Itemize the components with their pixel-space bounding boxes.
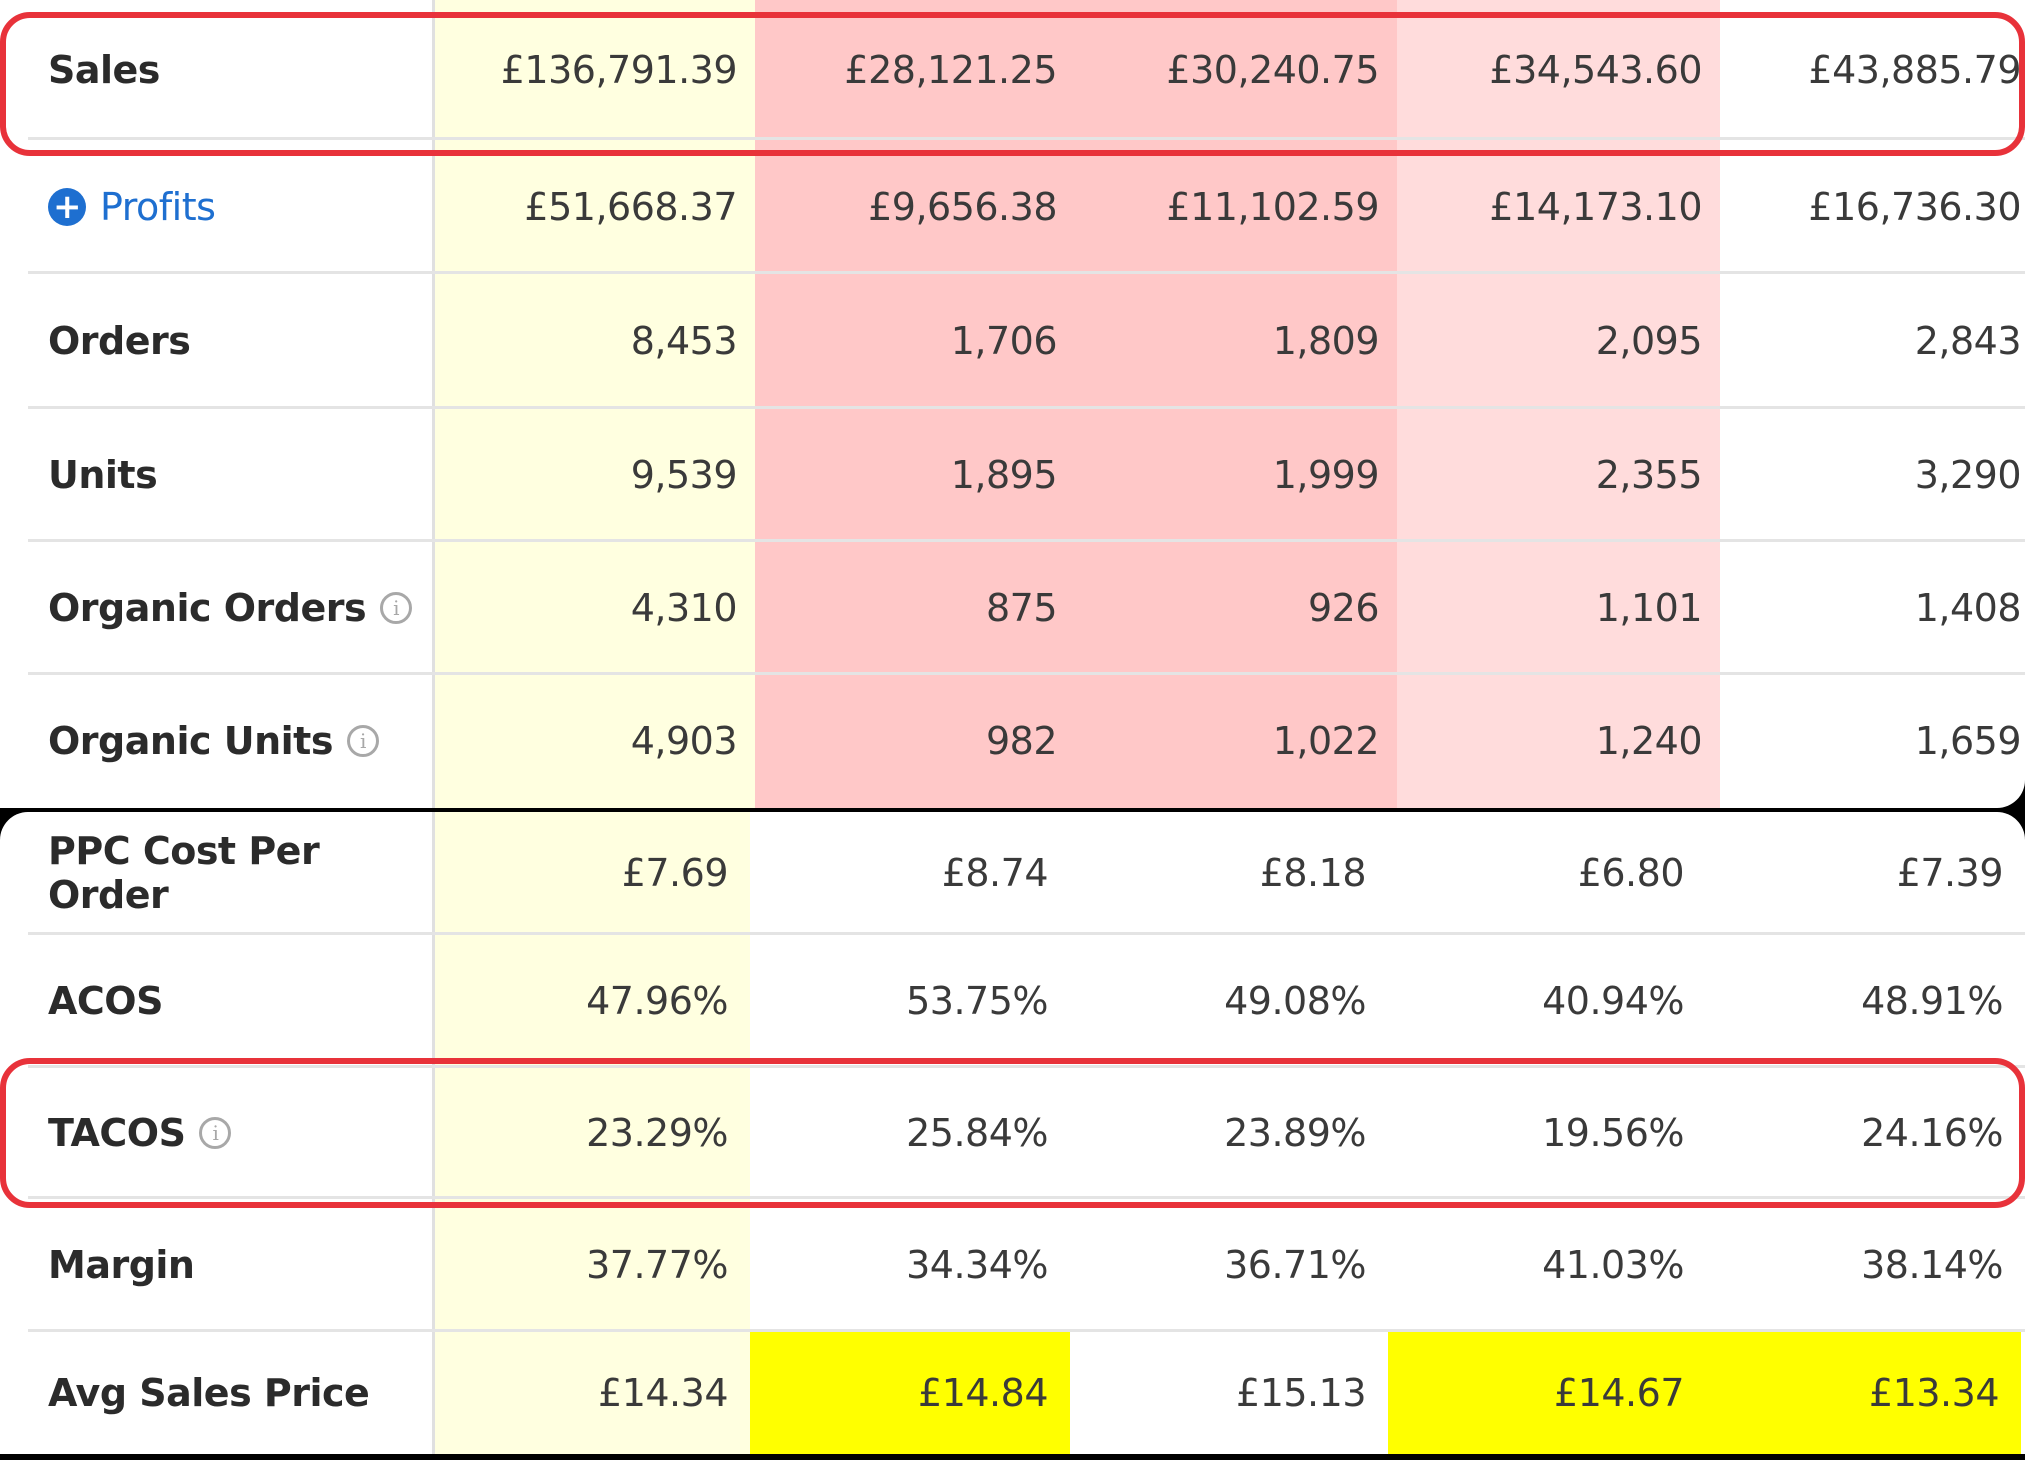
row-label: Organic Units [48,719,333,763]
cell-period-2: 926 [1075,541,1397,674]
row-divider [28,1196,2025,1199]
cell-total: 8,453 [435,273,755,408]
row-label: PPC Cost Per Order [48,829,320,917]
row-divider [28,271,2025,274]
row-divider [28,1065,2025,1068]
metrics-table-bottom: PPC Cost Per Order £7.69 £8.74 £8.18 £6.… [0,812,2025,1454]
table-row-sales: Sales £136,791.39 £28,121.25 £30,240.75 … [0,0,2025,140]
cell-period-1: 25.84% [906,1110,1048,1155]
row-label: Margin [48,1242,195,1287]
cell-total: 47.96% [435,934,750,1067]
info-icon[interactable]: i [346,725,379,757]
cell-period-4: £43,885.79 [1808,48,2021,92]
row-label[interactable]: Profits [100,184,216,229]
table-row-avg-sales-price: Avg Sales Price £14.34 £14.84 £15.13 £14… [0,1331,2025,1454]
cell-period-4: £7.39 [1896,851,2004,895]
cell-total: 4,903 [435,674,755,808]
row-divider [28,672,2025,675]
row-divider [28,406,2025,409]
row-divider [28,1329,2025,1332]
cell-period-3: £6.80 [1577,851,1685,895]
row-divider [28,932,2025,935]
cell-period-3: 40.94% [1542,978,1684,1023]
table-row-units: Units 9,539 1,895 1,999 2,355 3,290 [0,408,2025,541]
cell-total: £7.69 [435,812,750,934]
plus-circle-icon[interactable]: + [48,187,86,226]
row-label-wrap: TACOS i [0,1067,432,1198]
cell-period-4: 24.16% [1861,1110,2003,1155]
table-row-orders: Orders 8,453 1,706 1,809 2,095 2,843 [0,273,2025,408]
cell-period-4: 1,659 [1914,719,2022,763]
cell-total: 4,310 [435,541,755,674]
cell-period-2: £30,240.75 [1075,0,1397,140]
cell-period-1: £14.84 [750,1331,1070,1454]
row-label: Avg Sales Price [48,1370,370,1415]
column-divider [432,812,435,1454]
info-icon[interactable]: i [380,591,413,624]
cell-period-2: 1,022 [1075,674,1397,808]
cell-period-3: £14,173.10 [1397,140,1720,273]
cell-total: 23.29% [435,1067,750,1198]
row-label-wrap: Organic Units i [0,674,432,808]
cell-period-4: 2,843 [1914,318,2022,363]
cell-period-3: £34,543.60 [1397,0,1720,140]
cell-period-3: 2,095 [1397,273,1720,408]
cell-period-2: £15.13 [1236,1370,1366,1415]
table-row-acos: ACOS 47.96% 53.75% 49.08% 40.94% 48.91% [0,934,2025,1067]
row-label: Units [48,452,158,497]
row-label: Orders [48,318,191,363]
row-divider [28,137,2025,140]
table-row-margin: Margin 37.77% 34.34% 36.71% 41.03% 38.14… [0,1198,2025,1331]
cell-period-2: 36.71% [1224,1242,1366,1287]
table-row-organic-units: Organic Units i 4,903 982 1,022 1,240 1,… [0,674,2025,808]
cell-period-1: £9,656.38 [755,140,1075,273]
cell-period-3: 19.56% [1542,1110,1684,1155]
cell-period-2: £11,102.59 [1075,140,1397,273]
cell-period-3: 1,101 [1397,541,1720,674]
cell-period-3: 2,355 [1397,408,1720,541]
table-row-ppc-cost-per-order: PPC Cost Per Order £7.69 £8.74 £8.18 £6.… [0,812,2025,934]
table-row-organic-orders: Organic Orders i 4,310 875 926 1,101 1,4… [0,541,2025,674]
cell-period-2: 49.08% [1224,978,1366,1023]
cell-period-2: 23.89% [1224,1110,1366,1155]
row-divider [28,539,2025,542]
cell-total: £14.34 [435,1331,750,1454]
cell-period-1: 982 [755,674,1075,808]
metrics-table-top: Sales £136,791.39 £28,121.25 £30,240.75 … [0,0,2025,808]
cell-total: 37.77% [435,1198,750,1331]
cell-period-4: 48.91% [1861,978,2003,1023]
row-label: ACOS [48,978,163,1023]
row-label: Organic Orders [48,585,367,630]
row-label: Sales [48,48,160,92]
cell-period-1: 53.75% [906,978,1048,1023]
cell-period-2: 1,999 [1075,408,1397,541]
cell-period-1: £8.74 [941,851,1049,895]
cell-period-1: 1,895 [755,408,1075,541]
cell-period-3: 41.03% [1542,1242,1684,1287]
cell-period-2: £8.18 [1259,851,1367,895]
cell-period-4: £13.34 [1706,1331,2021,1454]
table-row-tacos: TACOS i 23.29% 25.84% 23.89% 19.56% 24.1… [0,1067,2025,1198]
cell-period-4: 3,290 [1914,452,2022,497]
cell-period-3: £14.67 [1388,1331,1706,1454]
profits-expand-link[interactable]: + Profits [0,140,432,273]
cell-period-1: 1,706 [755,273,1075,408]
cell-period-4: £16,736.30 [1808,184,2021,229]
row-label: TACOS [48,1110,186,1155]
cell-period-4: 38.14% [1861,1242,2003,1287]
cell-period-1: 34.34% [906,1242,1048,1287]
cell-period-1: 875 [755,541,1075,674]
column-divider [432,0,435,808]
cell-period-2: 1,809 [1075,273,1397,408]
table-row-profits: + Profits £51,668.37 £9,656.38 £11,102.5… [0,140,2025,273]
cell-period-4: 1,408 [1914,585,2022,630]
info-icon[interactable]: i [199,1116,232,1149]
cell-total: £136,791.39 [435,0,755,140]
row-label-wrap: Organic Orders i [0,541,432,674]
cell-total: 9,539 [435,408,755,541]
cell-period-1: £28,121.25 [755,0,1075,140]
cell-period-3: 1,240 [1397,674,1720,808]
cell-total: £51,668.37 [435,140,755,273]
